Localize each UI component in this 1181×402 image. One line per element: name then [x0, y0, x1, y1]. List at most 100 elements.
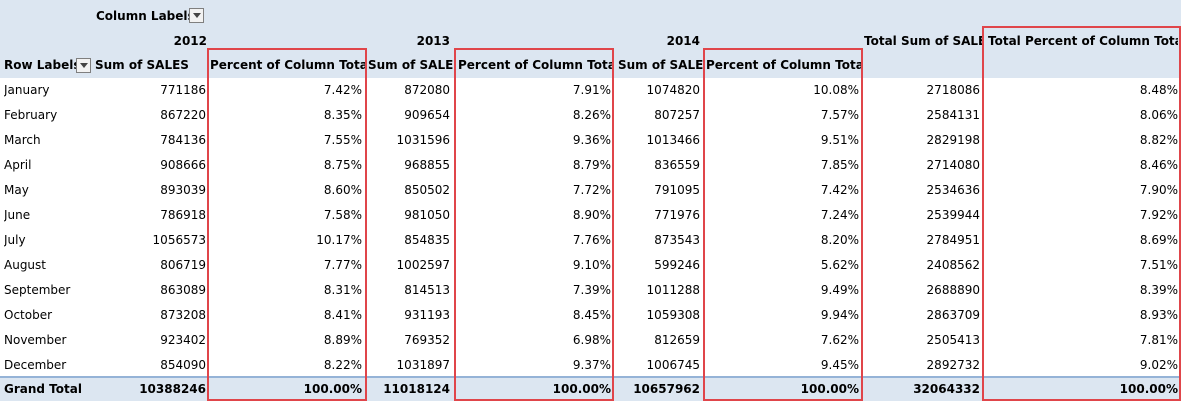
data-cell: 1031596: [396, 133, 450, 147]
data-cell: 1013466: [646, 133, 700, 147]
pct-header-2014: Percent of Column Total: [706, 58, 862, 72]
data-cell: 8.06%: [1139, 108, 1178, 122]
sum-header-2013: Sum of SALES: [368, 58, 454, 72]
data-cell: 923402: [160, 333, 206, 347]
column-labels-caption: Column Labels: [96, 9, 195, 23]
data-cell: 7.77%: [323, 258, 362, 272]
data-cell: 771976: [654, 208, 700, 222]
data-cell: 9.37%: [572, 358, 611, 372]
data-cell: 8.26%: [572, 108, 611, 122]
data-cell: 7.58%: [323, 208, 362, 222]
row-label: November: [4, 333, 67, 347]
grand-total-value: 10388246: [139, 382, 206, 396]
data-cell: 854835: [404, 233, 450, 247]
data-cell: 784136: [160, 133, 206, 147]
data-cell: 968855: [404, 158, 450, 172]
data-cell: 8.41%: [323, 308, 362, 322]
data-cell: 7.92%: [1139, 208, 1178, 222]
data-cell: 1011288: [646, 283, 700, 297]
data-cell: 8.82%: [1139, 133, 1178, 147]
data-cell: 863089: [160, 283, 206, 297]
data-cell: 8.48%: [1139, 83, 1178, 97]
row-label: April: [4, 158, 32, 172]
grand-total-row: [0, 376, 1181, 401]
data-cell: 9.51%: [820, 133, 859, 147]
data-cell: 8.69%: [1139, 233, 1178, 247]
data-cell: 908666: [160, 158, 206, 172]
data-cell: 2892732: [926, 358, 980, 372]
data-cell: 7.57%: [820, 108, 859, 122]
data-cell: 7.90%: [1139, 183, 1178, 197]
data-cell: 2714080: [926, 158, 980, 172]
data-cell: 7.42%: [820, 183, 859, 197]
data-cell: 836559: [654, 158, 700, 172]
data-cell: 9.10%: [572, 258, 611, 272]
grand-total-value: 100.00%: [552, 382, 611, 396]
year-header-2013: 2013: [416, 34, 450, 48]
dropdown-arrow-icon: [80, 63, 88, 68]
data-cell: 791095: [654, 183, 700, 197]
data-cell: 1074820: [646, 83, 700, 97]
total-pct-header: Total Percent of Column Total: [988, 34, 1178, 48]
data-cell: 10.08%: [813, 83, 859, 97]
pct-header-2012: Percent of Column Total: [210, 58, 366, 72]
data-cell: 8.31%: [323, 283, 362, 297]
data-cell: 8.22%: [323, 358, 362, 372]
grand-total-value: 10657962: [633, 382, 700, 396]
column-labels-filter-button[interactable]: [189, 8, 204, 23]
data-cell: 7.72%: [572, 183, 611, 197]
data-cell: 769352: [404, 333, 450, 347]
row-labels-filter-button[interactable]: [76, 58, 91, 73]
row-label: July: [4, 233, 26, 247]
dropdown-arrow-icon: [193, 13, 201, 18]
data-cell: 1006745: [646, 358, 700, 372]
row-label: September: [4, 283, 71, 297]
data-cell: 7.39%: [572, 283, 611, 297]
data-cell: 2539944: [926, 208, 980, 222]
row-label: October: [4, 308, 53, 322]
data-cell: 9.45%: [820, 358, 859, 372]
data-cell: 8.46%: [1139, 158, 1178, 172]
grand-total-value: 100.00%: [303, 382, 362, 396]
data-cell: 9.02%: [1139, 358, 1178, 372]
year-header-2014: 2014: [666, 34, 700, 48]
data-cell: 2829198: [926, 133, 980, 147]
data-cell: 10.17%: [316, 233, 362, 247]
data-cell: 1031897: [396, 358, 450, 372]
data-cell: 8.75%: [323, 158, 362, 172]
data-cell: 7.85%: [820, 158, 859, 172]
data-cell: 2584131: [926, 108, 980, 122]
grand-total-label: Grand Total: [4, 382, 82, 396]
data-cell: 814513: [404, 283, 450, 297]
total-sum-header: Total Sum of SALES: [864, 34, 982, 48]
data-cell: 2784951: [926, 233, 980, 247]
sum-header-2012: Sum of SALES: [95, 58, 189, 72]
data-cell: 786918: [160, 208, 206, 222]
data-cell: 8.35%: [323, 108, 362, 122]
data-cell: 2408562: [926, 258, 980, 272]
row-label: June: [4, 208, 31, 222]
data-cell: 981050: [404, 208, 450, 222]
data-cell: 9.36%: [572, 133, 611, 147]
data-cell: 599246: [654, 258, 700, 272]
data-cell: 1002597: [396, 258, 450, 272]
data-cell: 1056573: [152, 233, 206, 247]
data-cell: 7.62%: [820, 333, 859, 347]
pct-header-2013: Percent of Column Total: [458, 58, 614, 72]
grand-total-value: 100.00%: [1119, 382, 1178, 396]
data-cell: 807257: [654, 108, 700, 122]
grand-total-value: 32064332: [913, 382, 980, 396]
data-cell: 873208: [160, 308, 206, 322]
data-cell: 8.93%: [1139, 308, 1178, 322]
data-cell: 909654: [404, 108, 450, 122]
row-label: March: [4, 133, 41, 147]
data-cell: 2718086: [926, 83, 980, 97]
data-cell: 873543: [654, 233, 700, 247]
data-cell: 7.24%: [820, 208, 859, 222]
data-cell: 7.55%: [323, 133, 362, 147]
data-cell: 2688890: [926, 283, 980, 297]
data-cell: 8.79%: [572, 158, 611, 172]
data-cell: 806719: [160, 258, 206, 272]
data-cell: 2534636: [926, 183, 980, 197]
